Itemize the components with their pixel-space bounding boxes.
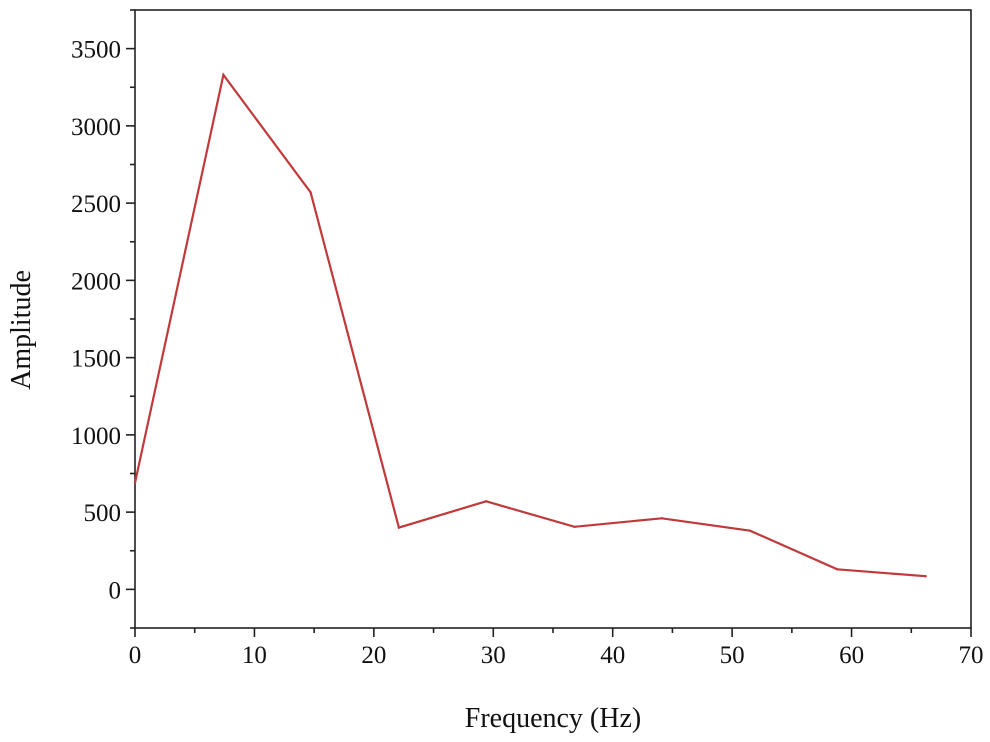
- y-axis-title: Amplitude: [6, 270, 37, 390]
- data-point: [748, 529, 752, 532]
- x-tick-label: 50: [720, 642, 745, 669]
- x-tick-label: 60: [839, 642, 864, 669]
- series-layer: [133, 72, 927, 578]
- data-point: [836, 568, 839, 571]
- data-point: [222, 73, 225, 77]
- y-tick-label: 1000: [71, 423, 121, 450]
- data-point: [573, 525, 576, 529]
- data-point: [660, 517, 663, 520]
- x-tick-label: 40: [600, 642, 625, 669]
- y-tick-label: 3500: [71, 37, 121, 64]
- x-tick-label: 70: [959, 642, 984, 669]
- plot-frame: [134, 9, 972, 629]
- y-tick-label: 2500: [71, 191, 121, 218]
- x-tick-label: 20: [361, 642, 386, 669]
- x-axis-title: Frequency (Hz): [465, 703, 641, 734]
- x-tick-label: 0: [129, 642, 142, 669]
- y-tick-label: 3000: [71, 114, 121, 141]
- y-tick-label: 0: [109, 577, 122, 604]
- y-tick-label: 1500: [71, 346, 121, 373]
- data-point: [133, 481, 137, 484]
- x-tick-label: 10: [242, 642, 267, 669]
- y-tick-label: 2000: [71, 268, 121, 295]
- x-tick-label: 30: [481, 642, 506, 669]
- y-tick-label: 500: [84, 500, 122, 527]
- x-axis: 0 10 20 30 40 50 60 70: [129, 628, 984, 669]
- data-point: [924, 575, 927, 578]
- y-axis: 0 500 1000 1500 2000 2500 3000 3500: [71, 9, 135, 629]
- data-point: [397, 526, 401, 529]
- data-point: [309, 191, 312, 194]
- data-point: [484, 500, 488, 503]
- series-line: [133, 72, 926, 578]
